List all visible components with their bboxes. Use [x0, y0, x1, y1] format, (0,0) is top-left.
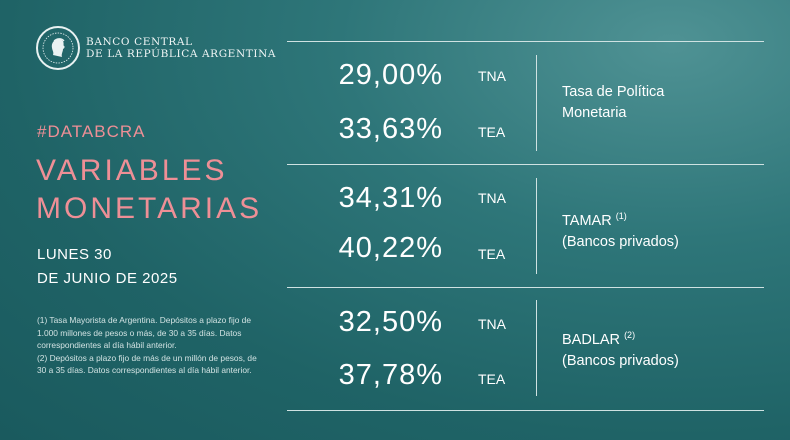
footnote-1: (1) Tasa Mayorista de Argentina. Depósit… [37, 315, 251, 350]
separator-1 [287, 164, 764, 165]
rate-tna-unit: TNA [478, 316, 506, 332]
separator-top [287, 41, 764, 42]
bank-name-line1: BANCO CENTRAL [86, 36, 193, 48]
title-line1: VARIABLES [36, 154, 228, 187]
rate-label-politica: Tasa de Política Monetaria [562, 82, 664, 124]
separator-bottom [287, 410, 764, 411]
title-line2: MONETARIAS [36, 192, 263, 225]
bcra-seal-icon [36, 26, 80, 70]
footnote-ref: (1) [615, 211, 627, 221]
vertical-divider-2 [536, 178, 537, 274]
vertical-divider-1 [536, 55, 537, 151]
date-line1: LUNES 30 [37, 246, 112, 263]
hashtag: #DATABCRA [37, 122, 146, 141]
rate-name: BADLAR [562, 332, 621, 348]
report-date: LUNES 30 DE JUNIO DE 2025 [37, 243, 178, 291]
rate-tna-value: 32,50% [338, 306, 443, 338]
rate-tea-value: 33,63% [338, 113, 443, 145]
vertical-divider-3 [536, 300, 537, 396]
rate-tna-value: 34,31% [338, 182, 443, 214]
bank-name-line2: DE LA REPÚBLICA ARGENTINA [86, 48, 277, 60]
rate-tna-unit: TNA [478, 68, 506, 84]
rate-tna-value: 29,00% [338, 59, 443, 91]
rate-tna-unit: TNA [478, 190, 506, 206]
rate-name-sub: (Bancos privados) [562, 353, 679, 369]
separator-2 [287, 287, 764, 288]
bank-name: BANCO CENTRAL DE LA REPÚBLICA ARGENTINA [86, 36, 276, 60]
footnote-ref: (2) [624, 330, 636, 340]
page-title: VARIABLES MONETARIAS [36, 152, 262, 228]
rate-name: TAMAR [562, 213, 612, 229]
rate-tea-value: 40,22% [338, 232, 443, 264]
rate-name-sub: Monetaria [562, 105, 627, 121]
footnotes: (1) Tasa Mayorista de Argentina. Depósit… [37, 314, 265, 377]
rate-label-tamar: TAMAR (1) (Bancos privados) [562, 206, 679, 253]
footnote-2: (2) Depósitos a plazo fijo de más de un … [37, 352, 257, 376]
bcra-logo: BANCO CENTRAL DE LA REPÚBLICA ARGENTINA [36, 26, 276, 70]
date-line2: DE JUNIO DE 2025 [37, 270, 178, 287]
rate-tea-unit: TEA [478, 371, 506, 387]
rate-tea-value: 37,78% [338, 359, 443, 391]
rate-tea-unit: TEA [478, 246, 506, 262]
rate-tea-unit: TEA [478, 124, 506, 140]
rate-name: Tasa de Política [562, 84, 665, 100]
rate-label-badlar: BADLAR (2) (Bancos privados) [562, 325, 679, 372]
rate-name-sub: (Bancos privados) [562, 234, 679, 250]
